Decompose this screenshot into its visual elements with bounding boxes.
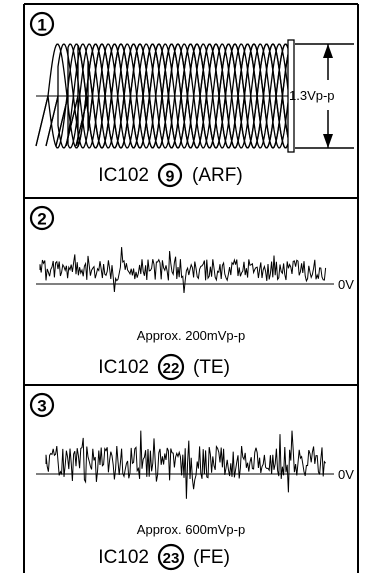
eye-trace	[65, 43, 289, 149]
eye-trace	[75, 43, 289, 149]
panel-2: 2 0V Approx. 200mVp-p IC102 22 (TE)	[29, 205, 354, 381]
eye-trace	[65, 43, 289, 149]
zero-volt-label: 0V	[338, 277, 354, 292]
frame	[23, 3, 359, 573]
te-noise-waveform	[39, 247, 327, 294]
caption-ic: IC102	[98, 165, 149, 186]
caption-pin: 9	[166, 169, 175, 186]
caption-signal: (FE)	[193, 547, 230, 568]
caption-pin: 22	[163, 360, 180, 377]
clip-mask	[287, 39, 295, 153]
panel-1: 1 1.3Vp-p IC102 9 (ARF)	[29, 11, 354, 188]
panel-number-badge: 3	[29, 392, 55, 418]
caption-ic: IC102	[98, 547, 149, 568]
pin-number-badge: 9	[157, 162, 183, 188]
eye-trace	[75, 43, 289, 149]
panel-number-badge: 2	[29, 205, 55, 231]
panel-number-badge: 1	[29, 11, 55, 37]
amplitude-note: Approx. 600mVp-p	[137, 522, 245, 537]
caption-signal: (ARF)	[192, 165, 243, 186]
panel-number: 2	[37, 210, 46, 229]
pin-number-badge: 23	[157, 543, 185, 571]
amplitude-label: 1.3Vp-p	[289, 88, 335, 103]
panel-number: 3	[37, 397, 46, 416]
caption-ic: IC102	[98, 357, 149, 378]
caption-pin: 23	[163, 550, 180, 567]
caption-signal: (TE)	[193, 357, 230, 378]
pin-number-badge: 22	[157, 353, 185, 381]
amplitude-note: Approx. 200mVp-p	[137, 328, 245, 343]
arf-waveform	[35, 39, 295, 153]
eye-trace	[55, 43, 289, 149]
fe-noise-waveform	[45, 430, 326, 499]
panel-3: 3 0V Approx. 600mVp-p IC102 23 (FE)	[29, 392, 354, 571]
zero-volt-label: 0V	[338, 467, 354, 482]
panel-number: 1	[37, 16, 46, 35]
amplitude-marker	[295, 43, 354, 149]
